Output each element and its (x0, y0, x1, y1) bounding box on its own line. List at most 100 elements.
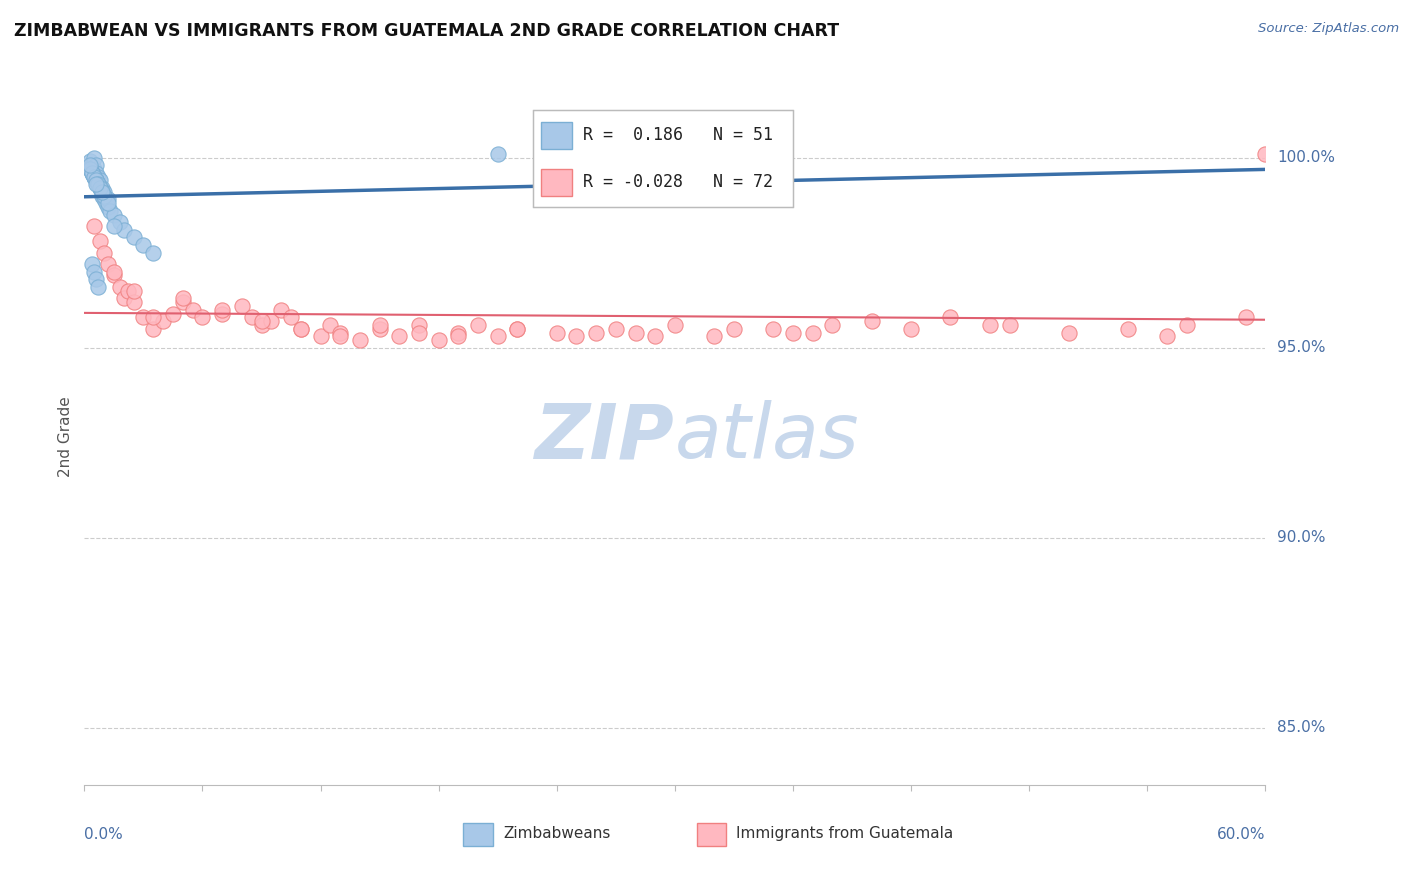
Point (388, 329, 411, 343)
Point (408, 326, 430, 340)
Point (89, 181, 111, 195)
Point (181, 302, 204, 317)
Point (82, 158, 104, 172)
Point (93, 193, 115, 207)
Point (1175, 318, 1198, 332)
Point (91, 185, 114, 199)
Point (84, 166, 107, 180)
Point (87, 280, 110, 294)
Point (89, 173, 111, 187)
Point (979, 318, 1001, 332)
Point (162, 306, 184, 320)
Point (408, 318, 430, 332)
Text: ZIMBABWEAN VS IMMIGRANTS FROM GUATEMALA 2ND GRADE CORRELATION CHART: ZIMBABWEAN VS IMMIGRANTS FROM GUATEMALA … (14, 22, 839, 40)
Point (447, 326, 470, 340)
Point (782, 326, 804, 340)
Point (83, 265, 105, 279)
Point (506, 322, 529, 336)
Point (87, 178, 110, 192)
Point (122, 295, 145, 310)
Point (142, 245, 165, 260)
Point (84, 173, 107, 187)
Point (1234, 310, 1257, 325)
Point (664, 318, 686, 332)
Text: 0.0%: 0.0% (84, 827, 124, 842)
Point (89, 234, 111, 248)
Point (83, 219, 105, 233)
Point (506, 322, 529, 336)
Point (211, 306, 233, 320)
Point (1254, 146, 1277, 161)
Point (103, 265, 125, 279)
Point (82, 166, 104, 180)
Point (1057, 326, 1080, 340)
Point (240, 310, 263, 325)
Point (1156, 329, 1178, 343)
Point (83, 151, 105, 165)
Point (103, 219, 125, 233)
Point (703, 329, 725, 343)
Point (82, 166, 104, 180)
Point (93, 185, 115, 199)
Point (97, 196, 120, 211)
Point (93, 188, 115, 202)
Point (250, 318, 273, 332)
Point (122, 230, 145, 244)
Point (349, 333, 371, 347)
Point (91, 181, 114, 195)
Point (900, 322, 922, 336)
Point (82, 166, 104, 180)
Point (172, 291, 194, 305)
Point (79, 158, 101, 172)
Point (290, 322, 312, 336)
Point (142, 310, 165, 325)
Point (998, 318, 1021, 332)
Point (87, 178, 110, 192)
Point (87, 169, 110, 184)
Text: ZIP: ZIP (536, 401, 675, 474)
Y-axis label: 2nd Grade: 2nd Grade (58, 397, 73, 477)
Text: 85.0%: 85.0% (1277, 721, 1326, 735)
Point (82, 257, 104, 271)
Point (89, 181, 111, 195)
Point (270, 302, 292, 317)
Text: 60.0%: 60.0% (1218, 827, 1265, 842)
Point (801, 326, 824, 340)
Point (94, 196, 117, 211)
Point (87, 178, 110, 192)
Point (83, 162, 105, 177)
Point (624, 326, 647, 340)
Text: 100.0%: 100.0% (1277, 150, 1336, 165)
Point (644, 329, 666, 343)
Point (211, 302, 233, 317)
Point (122, 284, 145, 298)
Point (939, 310, 962, 325)
Point (447, 329, 470, 343)
Point (83, 169, 105, 184)
Point (467, 318, 489, 332)
Point (860, 314, 883, 328)
Point (83, 169, 105, 184)
Point (723, 322, 745, 336)
Point (132, 310, 155, 325)
Point (112, 223, 135, 237)
Text: atlas: atlas (675, 401, 859, 474)
Point (762, 322, 785, 336)
Point (132, 238, 155, 252)
Point (83, 169, 105, 184)
Point (1116, 322, 1139, 336)
Point (142, 322, 165, 336)
Point (79, 162, 101, 177)
Point (103, 208, 125, 222)
Point (84, 158, 107, 172)
Point (108, 280, 131, 294)
Text: 90.0%: 90.0% (1277, 531, 1326, 545)
Point (98, 203, 121, 218)
Point (368, 322, 391, 336)
Point (329, 326, 352, 340)
Text: 95.0%: 95.0% (1277, 340, 1326, 355)
Point (565, 329, 588, 343)
Point (250, 314, 273, 328)
Point (112, 291, 135, 305)
Point (486, 146, 509, 161)
